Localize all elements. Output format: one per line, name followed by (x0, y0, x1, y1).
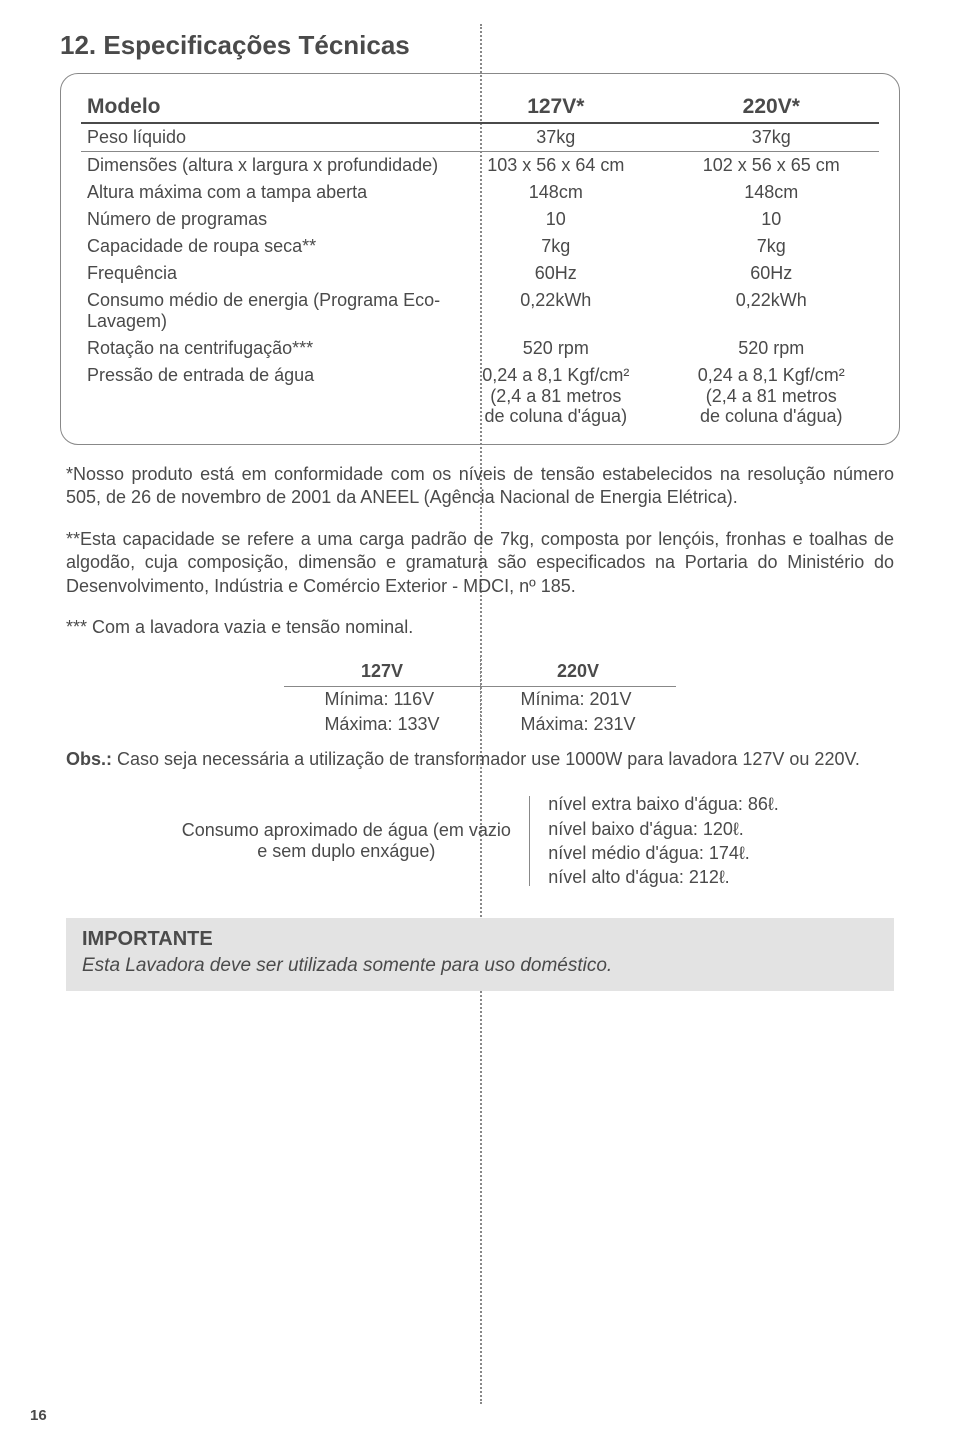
water-level-item: nível médio d'água: 174ℓ. (548, 841, 778, 865)
water-values: nível extra baixo d'água: 86ℓ.nível baix… (548, 792, 778, 889)
spec-row-v1: 7kg (448, 233, 663, 260)
spec-row-label: Consumo médio de energia (Programa Eco-L… (81, 287, 448, 335)
spec-row-v2: 520 rpm (664, 335, 879, 362)
water-level-item: nível extra baixo d'água: 86ℓ. (548, 792, 778, 816)
page-number: 16 (30, 1407, 47, 1424)
spec-table-container: Modelo 127V* 220V* Peso líquido37kg37kgD… (60, 73, 900, 445)
spec-row-v1: 10 (448, 206, 663, 233)
water-level-item: nível baixo d'água: 120ℓ. (548, 817, 778, 841)
spec-row-v2: 148cm (664, 179, 879, 206)
water-consumption-row: Consumo aproximado de água (em vazio e s… (60, 792, 900, 889)
spec-header-label: Modelo (81, 92, 448, 123)
voltage-table: 127V 220V Mínima: 116V Mínima: 201V Máxi… (284, 657, 675, 737)
water-separator (529, 796, 530, 886)
spec-row-v1: 0,24 a 8,1 Kgf/cm²(2,4 a 81 metrosde col… (448, 362, 663, 430)
spec-row-v2: 0,22kWh (664, 287, 879, 335)
volt-r2c1: Máxima: 133V (284, 712, 480, 737)
volt-col2-header: 220V (480, 657, 676, 687)
volt-col1-header: 127V (284, 657, 480, 687)
spec-row-v2: 60Hz (664, 260, 879, 287)
spec-row-label: Altura máxima com a tampa aberta (81, 179, 448, 206)
spec-row-v2: 10 (664, 206, 879, 233)
spec-row-v2: 0,24 a 8,1 Kgf/cm²(2,4 a 81 metrosde col… (664, 362, 879, 430)
spec-row-v2: 102 x 56 x 65 cm (664, 152, 879, 180)
note-2: **Esta capacidade se refere a uma carga … (66, 528, 894, 598)
obs-text: Obs.: Caso seja necessária a utilização … (60, 749, 900, 770)
spec-header-col2: 220V* (664, 92, 879, 123)
spec-row-label: Frequência (81, 260, 448, 287)
volt-r2c2: Máxima: 231V (480, 712, 676, 737)
spec-row-label: Peso líquido (81, 123, 448, 152)
notes-block: *Nosso produto está em conformidade com … (60, 463, 900, 639)
spec-row-label: Capacidade de roupa seca** (81, 233, 448, 260)
volt-r1c1: Mínima: 116V (284, 687, 480, 713)
volt-r1c2: Mínima: 201V (480, 687, 676, 713)
spec-table: Modelo 127V* 220V* Peso líquido37kg37kgD… (81, 92, 879, 430)
important-heading: IMPORTANTE (82, 928, 878, 951)
spec-row-v1: 37kg (448, 123, 663, 152)
note-3: *** Com a lavadora vazia e tensão nomina… (66, 616, 894, 639)
spec-row-v2: 7kg (664, 233, 879, 260)
obs-body: Caso seja necessária a utilização de tra… (117, 749, 860, 769)
water-label: Consumo aproximado de água (em vazio e s… (181, 820, 511, 862)
spec-row-label: Rotação na centrifugação*** (81, 335, 448, 362)
water-level-item: nível alto d'água: 212ℓ. (548, 865, 778, 889)
spec-header-col1: 127V* (448, 92, 663, 123)
spec-row-v1: 60Hz (448, 260, 663, 287)
note-1: *Nosso produto está em conformidade com … (66, 463, 894, 510)
spec-row-label: Dimensões (altura x largura x profundida… (81, 152, 448, 180)
spec-row-v1: 148cm (448, 179, 663, 206)
section-title: 12. Especificações Técnicas (60, 30, 418, 61)
spec-row-v1: 0,22kWh (448, 287, 663, 335)
spec-row-v1: 520 rpm (448, 335, 663, 362)
important-body: Esta Lavadora deve ser utilizada somente… (82, 955, 878, 977)
spec-row-label: Pressão de entrada de água (81, 362, 448, 430)
spec-row-label: Número de programas (81, 206, 448, 233)
important-box: IMPORTANTE Esta Lavadora deve ser utiliz… (66, 918, 894, 991)
spec-row-v1: 103 x 56 x 64 cm (448, 152, 663, 180)
spec-row-v2: 37kg (664, 123, 879, 152)
